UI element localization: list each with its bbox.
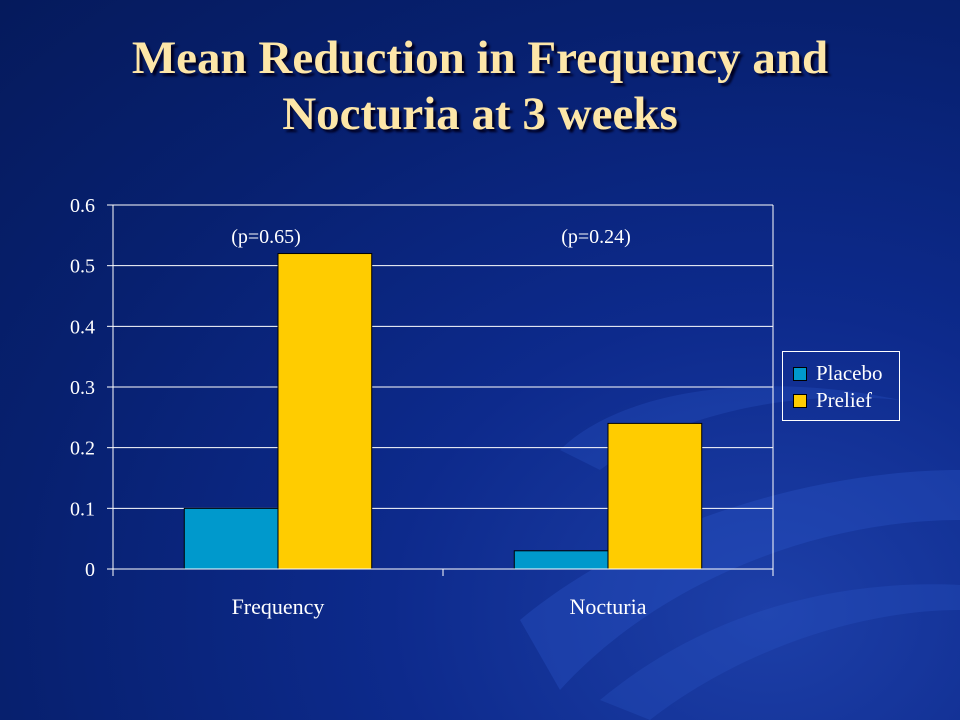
bar-layer [183, 253, 703, 570]
x-category-label: Frequency [232, 594, 325, 619]
y-tick-label: 0.6 [70, 195, 95, 217]
legend-swatch-prelief [793, 393, 807, 408]
legend-label-placebo: Placebo [816, 361, 883, 385]
legend-item-placebo: Placebo [793, 360, 899, 387]
legend-label-prelief: Prelief [816, 388, 872, 412]
slide-title: Mean Reduction in Frequency and Nocturia… [0, 30, 960, 142]
y-tick-label: 0.5 [70, 256, 95, 278]
bar-prelief-frequency [277, 253, 373, 570]
legend-swatch-placebo [793, 366, 807, 381]
bar-prelief-nocturia [607, 422, 703, 570]
y-tick-label: 0.1 [70, 498, 95, 520]
grid-layer [113, 204, 773, 509]
p-value-annotation: (p=0.65) [231, 226, 301, 248]
p-value-annotation: (p=0.24) [561, 226, 631, 248]
slide-title-line-2: Nocturia at 3 weeks [282, 88, 678, 140]
axis-layer [107, 204, 774, 576]
legend-item-prelief: Prelief [793, 387, 899, 414]
y-tick-label: 0.4 [70, 316, 95, 338]
bar-placebo-frequency [183, 507, 279, 570]
x-category-label: Nocturia [570, 594, 647, 619]
y-tick-label: 0.2 [70, 438, 95, 460]
bar-placebo-nocturia [513, 550, 609, 570]
y-tick-label: 0 [85, 559, 95, 581]
slide-title-line-1: Mean Reduction in Frequency and [131, 32, 829, 84]
chart-legend: Placebo Prelief [782, 351, 900, 421]
label-layer: 0 0.1 0.2 0.3 0.4 0.5 0.6 Frequency (p=0.65) Noct… [70, 195, 647, 619]
y-tick-label: 0.3 [70, 377, 95, 399]
